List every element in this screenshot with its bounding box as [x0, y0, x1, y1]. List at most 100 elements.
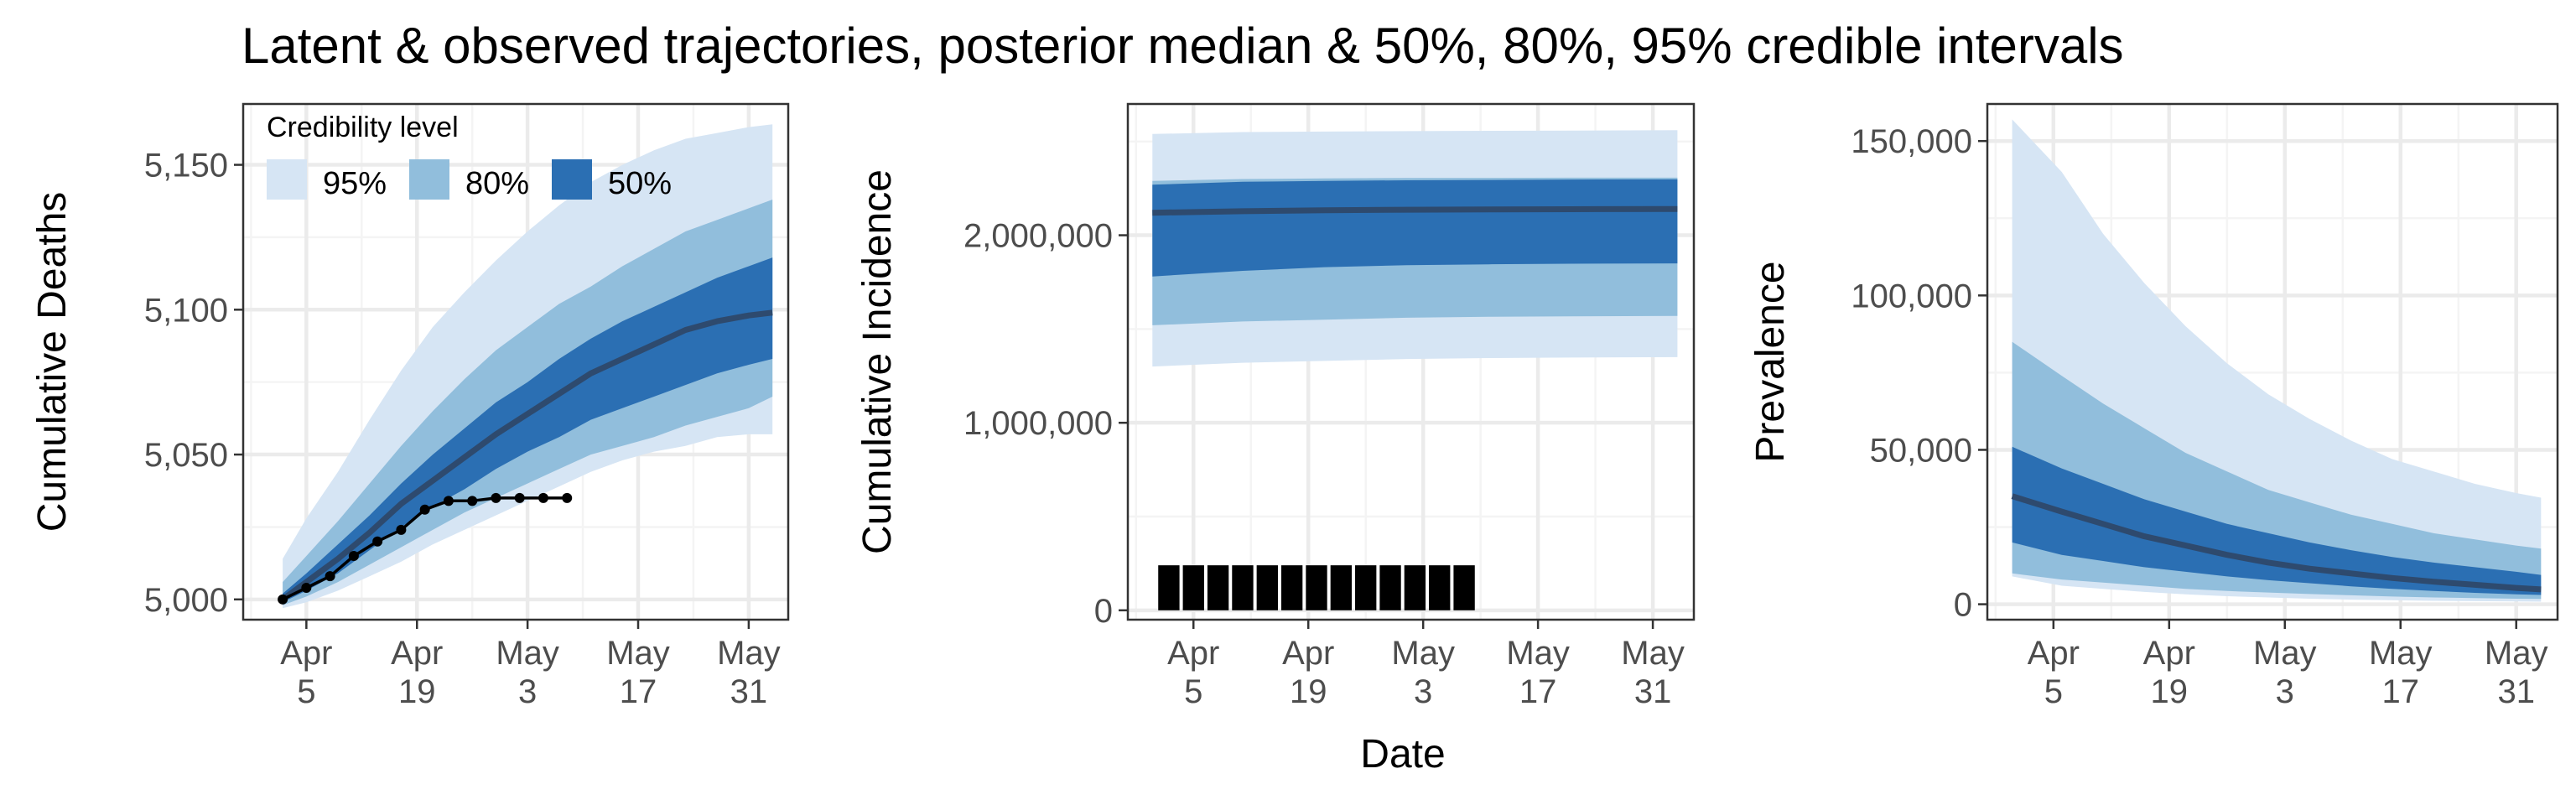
legend-title: Credibility level [267, 112, 459, 143]
prevalence-x-tick-month: Apr [2143, 635, 2195, 672]
cumulative-incidence-x-tick-label: May 3 [1391, 635, 1455, 710]
cumulative-incidence-x-tick-month: May [1621, 635, 1685, 672]
cumulative-deaths-bands [281, 124, 773, 609]
cumulative-incidence-y-tick-label: 1,000,000 [963, 405, 1113, 442]
cumulative-deaths-x-tick-day: 31 [730, 673, 768, 710]
cumulative-incidence-observed-bar [1280, 565, 1303, 610]
cumulative-incidence-band-50 [1152, 179, 1678, 277]
cumulative-incidence-panel-border [1126, 102, 1696, 621]
cumulative-incidence-x-tick-label: Apr 5 [1167, 635, 1219, 710]
figure-title: Latent & observed trajectories, posterio… [242, 18, 2124, 74]
prevalence-y-tick-label: 100,000 [1851, 278, 1972, 314]
cumulative-deaths-observed-point [538, 492, 548, 503]
legend-swatch-80 [409, 159, 449, 200]
cumulative-deaths-y-tick-label: 5,000 [144, 582, 228, 619]
cumulative-incidence-observed-bar [1404, 565, 1426, 610]
prevalence-x-tick-month: May [2253, 635, 2317, 672]
cumulative-incidence-x-tick-day: 5 [1184, 673, 1202, 710]
prevalence-x-tick-label: Apr 5 [2028, 635, 2080, 710]
prevalence-panel-border [1986, 102, 2559, 621]
legend-item-95: 95% [267, 159, 387, 201]
x-axis-title: Date [1360, 732, 1445, 776]
cumulative-incidence-observed-bar [1429, 565, 1451, 610]
cumulative-incidence-x-tick-month: May [1391, 635, 1455, 672]
cumulative-incidence-x-tick-label: May 17 [1506, 635, 1570, 710]
prevalence-y-axis-title: Prevalence [1748, 261, 1793, 462]
prevalence-x-tick-month: Apr [2028, 635, 2080, 672]
prevalence-x-tick-label: May 17 [2369, 635, 2433, 710]
cumulative-incidence-observed-bar [1207, 565, 1229, 610]
cumulative-incidence-median-line [1152, 205, 1678, 216]
cumulative-deaths-observed-point [278, 594, 288, 605]
prevalence-x-tick-day: 17 [2382, 673, 2420, 710]
cumulative-incidence-observed-bar [1306, 565, 1327, 610]
cumulative-deaths-x-tick-month: Apr [280, 635, 332, 672]
prevalence-x-tick-day: 5 [2044, 673, 2063, 710]
cumulative-incidence-observed-bar [1232, 565, 1254, 610]
cumulative-deaths-x-tick-day: 3 [518, 673, 537, 710]
cumulative-deaths-observed-point [325, 571, 335, 582]
cumulative-deaths-panel-border [242, 102, 790, 621]
cumulative-deaths-x-tick-label: May 3 [496, 635, 559, 710]
cumulative-incidence-x-tick-day: 31 [1634, 673, 1672, 710]
cumulative-incidence-x-tick-label: Apr 19 [1282, 635, 1334, 710]
legend-item-80: 80% [409, 159, 529, 201]
cumulative-incidence-x-tick-day: 19 [1290, 673, 1327, 710]
cumulative-deaths-x-tick-month: May [606, 635, 670, 672]
prevalence-x-tick-month: May [2485, 635, 2548, 672]
cumulative-deaths-observed-point [348, 550, 359, 561]
cumulative-deaths-observed-point [301, 582, 312, 593]
cumulative-deaths-x-tick-month: May [496, 635, 559, 672]
cumulative-incidence-x-tick-month: Apr [1282, 635, 1334, 672]
cumulative-deaths-x-tick-month: Apr [391, 635, 443, 672]
cumulative-deaths-observed-point [491, 492, 501, 503]
cumulative-incidence-bands [1152, 130, 1678, 367]
cumulative-incidence-x-tick-month: May [1506, 635, 1570, 672]
cumulative-deaths-x-tick-label: May 31 [717, 635, 781, 710]
cumulative-deaths-observed-point [514, 492, 525, 503]
prevalence-y-tick-label: 0 [1954, 587, 1972, 624]
cumulative-incidence-y-axis-title: Cumulative Incidence [855, 169, 900, 554]
prevalence-x-tick-label: Apr 19 [2143, 635, 2195, 710]
cumulative-incidence-observed-bar [1355, 565, 1377, 610]
legend-label-50: 50% [608, 166, 672, 201]
cumulative-deaths-x-tick-day: 19 [398, 673, 436, 710]
cumulative-deaths-x-tick-day: 17 [620, 673, 657, 710]
prevalence-y-tick-label: 150,000 [1851, 123, 1972, 160]
prevalence-x-tick-day: 31 [2497, 673, 2535, 710]
cumulative-deaths-x-tick-label: Apr 19 [391, 635, 443, 710]
cumulative-incidence-observed-bar [1158, 565, 1180, 610]
cumulative-incidence-x-tick-day: 17 [1519, 673, 1557, 710]
legend: Credibility level 95% 80% 50% [267, 112, 672, 201]
prevalence-x-tick-label: May 3 [2253, 635, 2317, 710]
cumulative-deaths-observed-point [467, 496, 478, 506]
legend-item-50: 50% [552, 159, 672, 201]
legend-swatch-50 [552, 159, 592, 200]
cumulative-deaths-y-tick-label: 5,100 [144, 292, 228, 329]
cumulative-deaths-observed-point [396, 524, 407, 535]
cumulative-deaths-x-tick-month: May [717, 635, 781, 672]
cumulative-deaths-y-tick-label: 5,150 [144, 148, 228, 184]
prevalence-bands [2011, 119, 2542, 602]
cumulative-incidence-observed-bar [1182, 565, 1204, 610]
cumulative-deaths-x-tick-label: May 17 [606, 635, 670, 710]
prevalence-x-tick-label: May 31 [2485, 635, 2548, 710]
cumulative-deaths-observed-point [372, 536, 383, 547]
cumulative-incidence-y-tick-label: 0 [1094, 593, 1113, 630]
prevalence-y-tick-label: 50,000 [1870, 432, 1972, 469]
cumulative-incidence-y-tick-label: 2,000,000 [963, 218, 1113, 255]
cumulative-incidence-observed-bar [1256, 565, 1278, 610]
cumulative-deaths-observed-point [419, 504, 430, 515]
legend-label-95: 95% [323, 166, 387, 201]
cumulative-deaths-observed-point [562, 492, 573, 503]
cumulative-deaths-y-tick-label: 5,050 [144, 437, 228, 474]
cumulative-incidence-x-tick-month: Apr [1167, 635, 1219, 672]
cumulative-deaths-median-line [281, 309, 773, 602]
legend-swatch-95 [267, 159, 307, 200]
prevalence-band-50 [2012, 446, 2542, 595]
prevalence-x-tick-month: May [2369, 635, 2433, 672]
cumulative-incidence-x-tick-day: 3 [1414, 673, 1432, 710]
